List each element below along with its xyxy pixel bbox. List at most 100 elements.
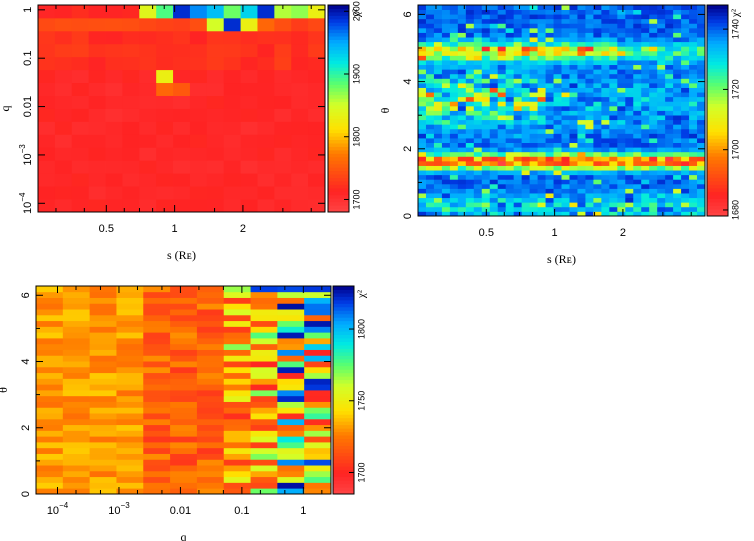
heatmap-cell [223,413,251,420]
heatmap-cell [425,142,435,148]
heatmap-cell [425,206,435,212]
colorbar-segment [707,121,728,126]
heatmap-cell [489,92,499,98]
heatmap-cell [223,56,241,71]
heatmap-cell [223,69,241,84]
heatmap-cell [585,160,594,166]
heatmap-cell [441,197,451,203]
heatmap-cell [274,199,292,213]
heatmap-cell [609,101,618,107]
heatmap-cell [585,82,594,88]
heatmap-cell [521,110,531,116]
heatmap-cell [304,309,332,316]
colorbar-segment [707,33,728,38]
heatmap-cell [657,101,666,107]
heatmap-cell [196,488,225,495]
heatmap-cell [641,14,650,20]
heatmap-cell [139,95,157,109]
colorbar-segment [328,170,349,175]
heatmap-cell [441,151,451,157]
heatmap-cell [569,92,578,98]
heatmap-cell [617,105,626,111]
heatmap-cell [529,151,538,157]
heatmap-cell [697,27,706,33]
heatmap-cell [537,5,546,10]
heatmap-cell [553,115,562,121]
heatmap-cell [673,188,682,194]
colorbar-segment [333,344,354,349]
heatmap-cell [36,326,64,333]
heatmap-cell [601,110,610,116]
heatmap-cell [449,124,459,130]
heatmap-cell [625,115,634,121]
heatmap-cell [617,23,626,29]
heatmap-cell [304,366,332,374]
heatmap-cell [553,179,562,185]
heatmap-cell [617,170,626,176]
heatmap-cell [673,165,682,171]
heatmap-cell [697,119,706,125]
heatmap-cell [304,303,332,310]
heatmap-cell [62,338,91,345]
heatmap-cell [105,56,123,71]
heatmap-cell [577,101,586,107]
heatmap-cell [529,193,538,199]
heatmap-cell [170,436,198,443]
heatmap-cell [418,37,427,43]
heatmap-cell [143,343,171,350]
heatmap-cell [689,64,698,70]
heatmap-cell [473,101,483,107]
heatmap-cell [593,82,602,88]
heatmap-cell [240,30,258,45]
heatmap-cell [665,55,674,61]
heatmap-cell [521,69,531,75]
heatmap-cell [449,110,459,116]
heatmap-cell [673,27,682,33]
heatmap-cell [601,41,610,47]
heatmap-cell [505,64,515,70]
heatmap-cell [625,206,634,212]
heatmap-cell [170,338,198,345]
heatmap-cell [513,128,523,134]
heatmap-cell [689,14,698,20]
heatmap-cell [257,147,275,161]
heatmap-cell [545,101,554,107]
heatmap-cell [681,183,690,189]
heatmap-cell [569,142,578,148]
heatmap-cell [465,37,475,43]
heatmap-cell [36,349,64,356]
heatmap-cell [649,133,658,139]
heatmap-cell [489,211,499,217]
colorbar-segment [328,29,349,34]
heatmap-cell [505,105,515,111]
heatmap-cell [553,23,562,29]
heatmap-cell [489,138,499,144]
heatmap-cell [601,23,610,29]
heatmap-cell [505,46,515,52]
heatmap-cell [585,206,594,212]
heatmap-cell [36,413,64,420]
colorbar-segment [328,46,349,51]
colorbar-segment [707,43,728,48]
heatmap-cell [633,78,642,84]
heatmap-cell [657,115,666,121]
heatmap-cell [585,156,594,162]
heatmap-cell [585,115,594,121]
heatmap-cell [449,138,459,144]
heatmap-cell [425,92,435,98]
heatmap-cell [449,179,459,185]
heatmap-cell [553,138,562,144]
heatmap-cell [537,119,546,125]
heatmap-cell [122,108,140,122]
heatmap-cell [513,124,523,130]
heatmap-cell [657,50,666,56]
heatmap-cell [561,105,570,111]
heatmap-cell [170,459,198,466]
heatmap-cell [689,147,698,153]
heatmap-cell [457,183,467,189]
heatmap-cell [497,119,507,125]
colorbar-segment [328,129,349,134]
heatmap-cell [681,23,690,29]
heatmap-cell [649,119,658,125]
heatmap-cell [116,332,144,339]
